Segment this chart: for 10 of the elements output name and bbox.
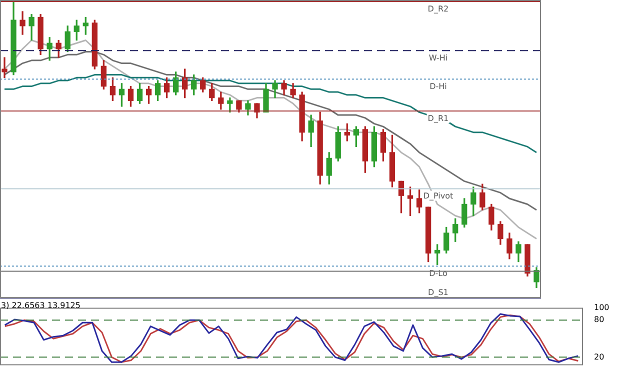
annotation: 3) 22.6563 13.9125 (1, 301, 80, 310)
ref-line-label: D-Lo (429, 269, 448, 278)
y-tick-label: 80 (594, 315, 604, 324)
ref-line-label: D_S1 (428, 288, 448, 297)
y-tick-label: 100 (594, 302, 610, 312)
ref-line-label: D-Hi (430, 82, 447, 92)
y-tick-label: 20 (594, 352, 604, 362)
ref-line-label: W-Hi (428, 54, 448, 63)
ref-line-label: D_R2 (428, 4, 449, 14)
ref-line-label: D_Pivot (423, 192, 454, 201)
